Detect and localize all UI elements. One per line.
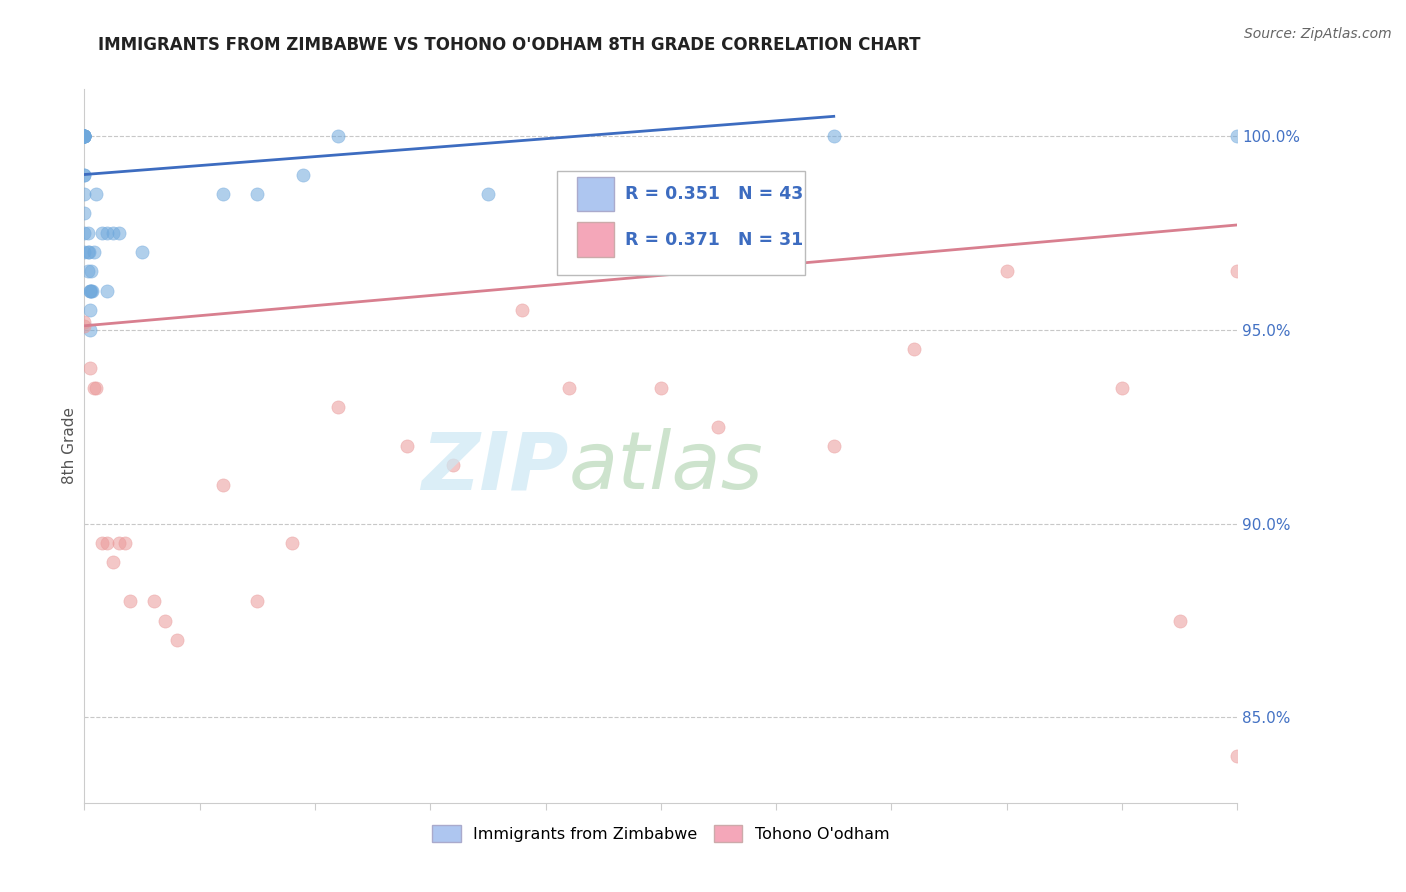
Point (108, 536, 131, 550)
Point (76, 226, 98, 240)
Point (153, 614, 176, 628)
Text: R = 0.351   N = 43: R = 0.351 N = 43 (626, 186, 803, 203)
Point (73, 186, 96, 201)
FancyBboxPatch shape (576, 178, 613, 211)
Point (73, 128, 96, 143)
Point (96, 226, 118, 240)
Point (1226, 749, 1249, 764)
Point (1168, 614, 1191, 628)
Point (76, 245, 98, 260)
Point (79, 361, 101, 376)
Legend: Immigrants from Zimbabwe, Tohono O'odham: Immigrants from Zimbabwe, Tohono O'odham (426, 819, 896, 848)
Point (1226, 128, 1249, 143)
Point (84, 381, 107, 395)
Point (96, 536, 118, 550)
Point (512, 303, 534, 318)
Point (83, 381, 105, 395)
Point (166, 632, 188, 647)
Point (73, 318, 96, 333)
Point (73, 128, 96, 143)
Point (995, 264, 1018, 278)
Point (73, 128, 96, 143)
Point (441, 458, 464, 473)
Point (73, 315, 96, 329)
Point (477, 186, 499, 201)
Point (96, 284, 118, 298)
Point (557, 381, 579, 395)
Point (77, 245, 100, 260)
Point (903, 342, 925, 356)
Point (103, 555, 124, 569)
Point (281, 536, 304, 550)
Point (80, 264, 103, 278)
Point (73, 128, 96, 143)
Point (211, 186, 233, 201)
Point (292, 168, 315, 182)
Point (1111, 381, 1133, 395)
FancyBboxPatch shape (576, 222, 613, 257)
Point (83, 245, 105, 260)
Text: IMMIGRANTS FROM ZIMBABWE VS TOHONO O'ODHAM 8TH GRADE CORRELATION CHART: IMMIGRANTS FROM ZIMBABWE VS TOHONO O'ODH… (98, 36, 921, 54)
Point (79, 303, 101, 318)
Point (73, 128, 96, 143)
FancyBboxPatch shape (557, 171, 806, 275)
Point (114, 536, 136, 550)
Point (90, 536, 112, 550)
Point (131, 245, 153, 260)
Point (82, 284, 104, 298)
Point (108, 226, 131, 240)
Point (142, 594, 165, 608)
Point (73, 128, 96, 143)
Point (326, 401, 349, 415)
Text: ZIP: ZIP (422, 428, 568, 507)
Point (84, 186, 107, 201)
Point (73, 128, 96, 143)
Y-axis label: 8th Grade: 8th Grade (62, 408, 77, 484)
Point (246, 186, 269, 201)
Point (707, 186, 730, 201)
Text: atlas: atlas (568, 428, 763, 507)
Point (73, 226, 96, 240)
Point (79, 323, 101, 337)
Point (73, 206, 96, 220)
Point (73, 168, 96, 182)
Point (79, 284, 101, 298)
Point (73, 245, 96, 260)
Point (103, 226, 124, 240)
Point (650, 381, 672, 395)
Point (1226, 264, 1249, 278)
Point (120, 594, 142, 608)
Point (73, 128, 96, 143)
Point (73, 128, 96, 143)
Text: R = 0.371   N = 31: R = 0.371 N = 31 (626, 231, 803, 249)
Point (90, 226, 112, 240)
Point (823, 128, 845, 143)
Point (823, 439, 845, 453)
Point (73, 168, 96, 182)
Point (211, 477, 233, 491)
Point (79, 284, 101, 298)
Point (326, 128, 349, 143)
Point (76, 264, 98, 278)
Point (396, 439, 419, 453)
Point (707, 419, 730, 434)
Text: Source: ZipAtlas.com: Source: ZipAtlas.com (1244, 27, 1392, 41)
Point (80, 284, 103, 298)
Point (246, 594, 269, 608)
Point (73, 128, 96, 143)
